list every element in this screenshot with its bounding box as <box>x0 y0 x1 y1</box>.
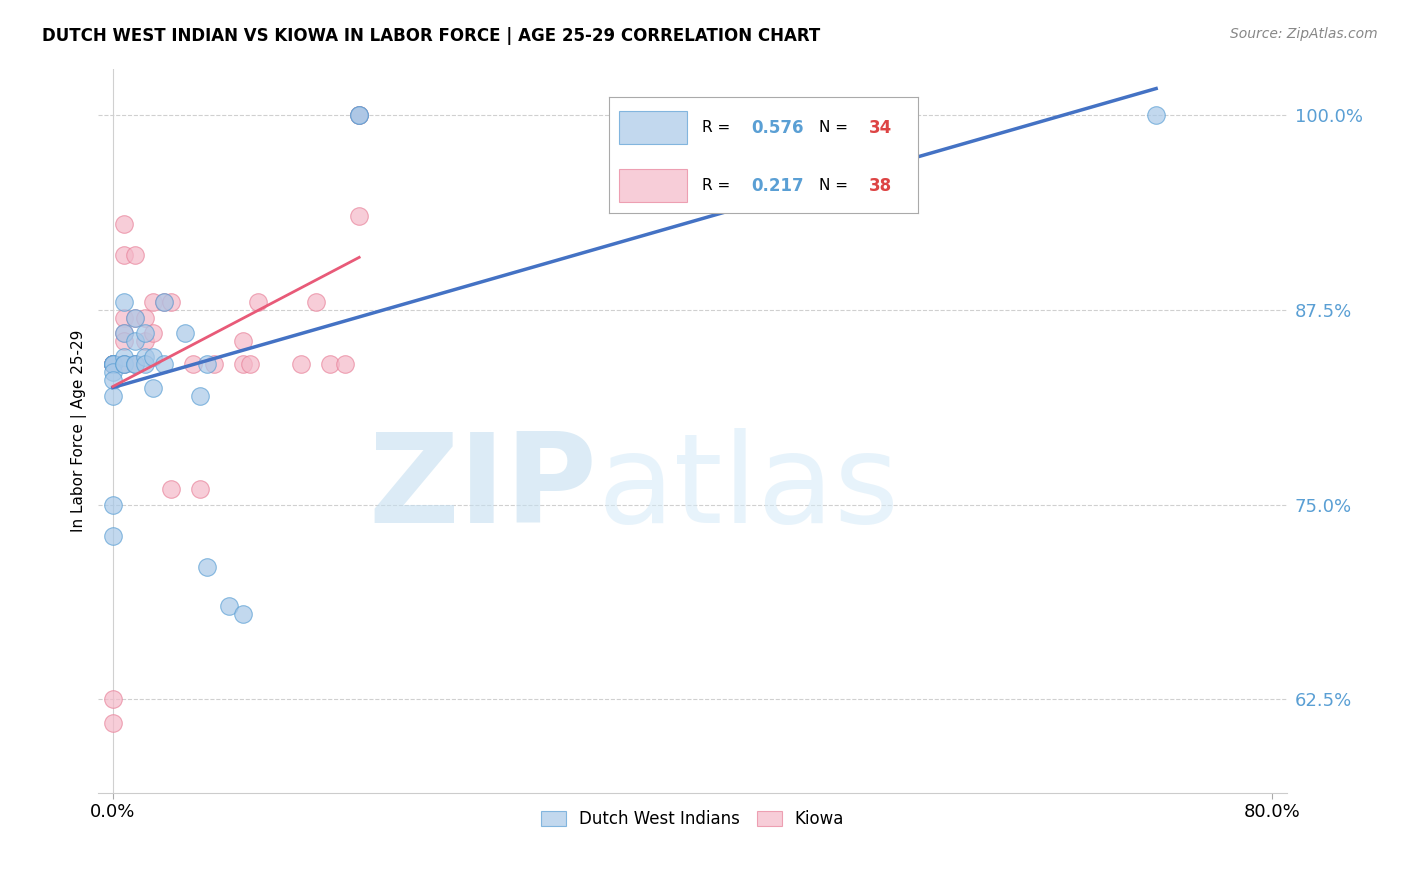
Point <box>101 358 124 372</box>
Point <box>232 334 254 348</box>
Point <box>1144 108 1167 122</box>
Point <box>159 295 181 310</box>
Point <box>142 326 165 341</box>
Point <box>142 381 165 395</box>
Point <box>202 358 225 372</box>
Point <box>134 310 156 325</box>
Point <box>101 715 124 730</box>
Legend: Dutch West Indians, Kiowa: Dutch West Indians, Kiowa <box>534 804 851 835</box>
Point <box>114 358 136 372</box>
Point <box>195 358 218 372</box>
Point <box>124 248 146 262</box>
Point <box>246 295 269 310</box>
Point <box>152 295 174 310</box>
Point <box>124 310 146 325</box>
Point <box>114 358 136 372</box>
Point <box>114 326 136 341</box>
Point <box>114 248 136 262</box>
Point <box>114 358 136 372</box>
Point <box>114 217 136 231</box>
Point <box>101 388 124 402</box>
Point <box>159 482 181 496</box>
Text: atlas: atlas <box>598 428 900 549</box>
Point <box>101 358 124 372</box>
Point <box>114 334 136 348</box>
Point <box>101 373 124 387</box>
Point <box>239 358 262 372</box>
Point <box>101 358 124 372</box>
Point <box>134 326 156 341</box>
Point <box>181 358 204 372</box>
Point <box>188 482 211 496</box>
Point <box>232 358 254 372</box>
Point <box>101 529 124 543</box>
Point <box>134 334 156 348</box>
Point <box>347 108 370 122</box>
Point <box>124 358 146 372</box>
Point <box>101 358 124 372</box>
Text: Source: ZipAtlas.com: Source: ZipAtlas.com <box>1230 27 1378 41</box>
Point <box>114 326 136 341</box>
Point <box>114 310 136 325</box>
Point <box>101 358 124 372</box>
Point <box>142 295 165 310</box>
Point <box>101 358 124 372</box>
Point <box>305 295 328 310</box>
Point <box>114 295 136 310</box>
Point <box>232 607 254 621</box>
Point <box>101 692 124 706</box>
Point <box>195 559 218 574</box>
Point <box>124 358 146 372</box>
Point <box>101 358 124 372</box>
Point <box>218 599 240 613</box>
Point <box>101 358 124 372</box>
Point <box>101 358 124 372</box>
Point <box>134 350 156 364</box>
Text: ZIP: ZIP <box>368 428 598 549</box>
Point <box>347 108 370 122</box>
Point <box>152 295 174 310</box>
Point <box>114 350 136 364</box>
Point <box>188 388 211 402</box>
Point <box>124 310 146 325</box>
Point <box>174 326 197 341</box>
Point <box>152 358 174 372</box>
Point <box>124 358 146 372</box>
Point <box>134 358 156 372</box>
Y-axis label: In Labor Force | Age 25-29: In Labor Force | Age 25-29 <box>72 329 87 532</box>
Point <box>101 358 124 372</box>
Point <box>319 358 342 372</box>
Point <box>124 334 146 348</box>
Point <box>101 365 124 379</box>
Point <box>333 358 356 372</box>
Point <box>101 498 124 512</box>
Point <box>290 358 312 372</box>
Point <box>347 210 370 224</box>
Text: DUTCH WEST INDIAN VS KIOWA IN LABOR FORCE | AGE 25-29 CORRELATION CHART: DUTCH WEST INDIAN VS KIOWA IN LABOR FORC… <box>42 27 821 45</box>
Point <box>142 350 165 364</box>
Point <box>347 108 370 122</box>
Point <box>347 108 370 122</box>
